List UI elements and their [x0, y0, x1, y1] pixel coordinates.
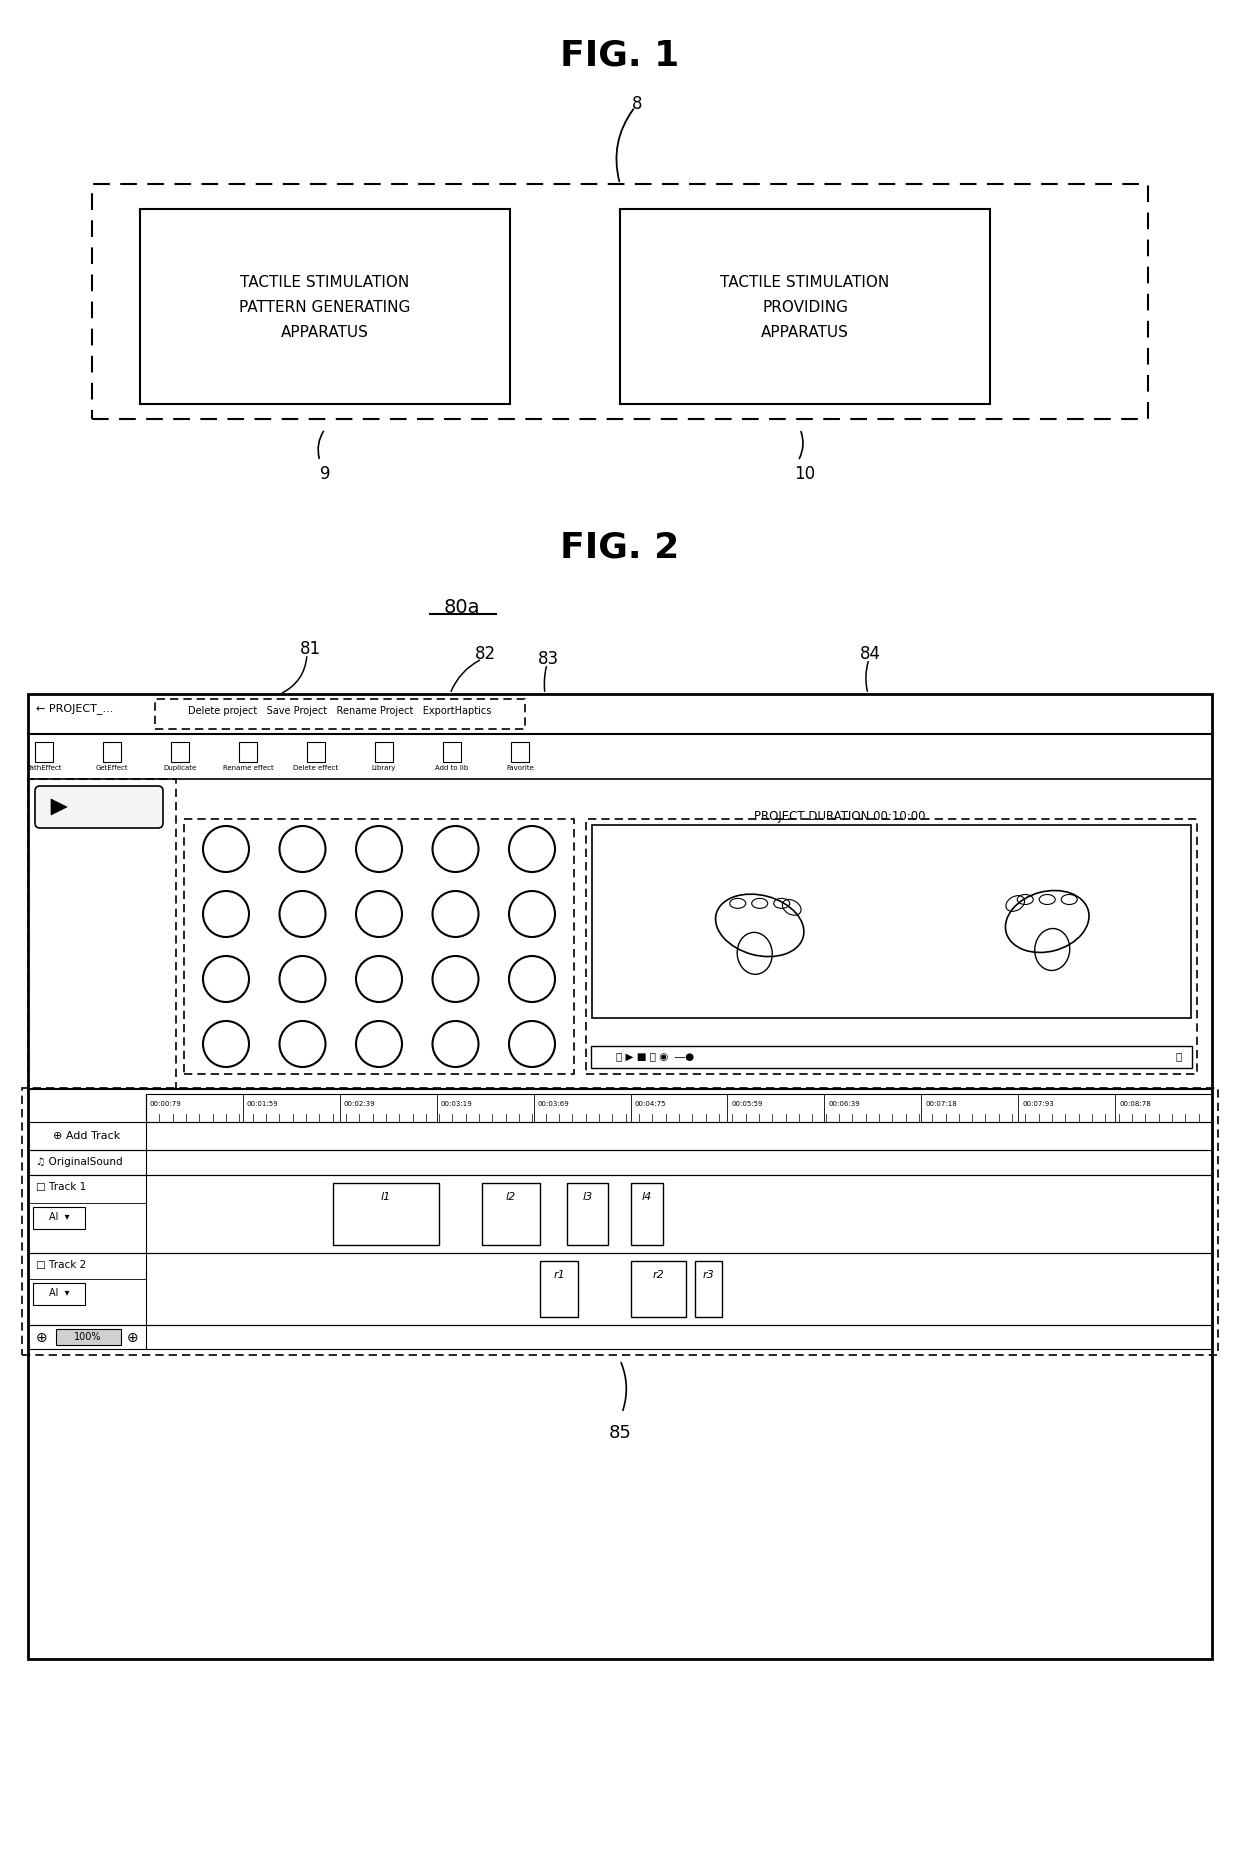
Bar: [541, 1261, 578, 1317]
Text: 100%: 100%: [74, 1332, 102, 1341]
Text: 00:01:59: 00:01:59: [247, 1100, 279, 1106]
Bar: [239, 742, 257, 762]
Text: 10: 10: [795, 466, 816, 482]
Text: l3: l3: [583, 1191, 593, 1202]
Text: ⊕ Add Track: ⊕ Add Track: [53, 1130, 120, 1141]
Text: PROJECT DURATION 00:10:00: PROJECT DURATION 00:10:00: [754, 809, 926, 822]
Text: 00:02:39: 00:02:39: [343, 1100, 376, 1106]
Text: 00:03:19: 00:03:19: [440, 1100, 472, 1106]
Polygon shape: [51, 800, 67, 816]
Text: □ Track 1: □ Track 1: [36, 1182, 87, 1191]
Text: FIG. 2: FIG. 2: [560, 531, 680, 564]
Text: Rename effect: Rename effect: [223, 764, 273, 770]
Bar: [184, 820, 574, 1074]
Text: Add to lib: Add to lib: [435, 764, 469, 770]
Text: Al  ▾: Al ▾: [48, 1211, 69, 1221]
Text: Al  ▾: Al ▾: [48, 1287, 69, 1297]
Text: TACTILE STIMULATION
PROVIDING
APPARATUS: TACTILE STIMULATION PROVIDING APPARATUS: [720, 275, 889, 339]
Bar: [591, 1046, 1192, 1068]
Text: 85: 85: [609, 1423, 631, 1441]
Text: Favorite: Favorite: [506, 764, 534, 770]
Bar: [29, 1254, 1211, 1324]
Text: Library: Library: [372, 764, 397, 770]
Bar: [103, 742, 122, 762]
Text: 80a: 80a: [444, 597, 480, 616]
Text: 00:07:93: 00:07:93: [1022, 1100, 1054, 1106]
Bar: [591, 825, 1190, 1018]
Bar: [29, 1324, 1211, 1349]
Text: PathEffect: PathEffect: [26, 764, 62, 770]
Bar: [29, 1122, 1211, 1150]
Bar: [631, 1183, 663, 1245]
Bar: [694, 1261, 722, 1317]
Bar: [482, 1183, 541, 1245]
Bar: [22, 1089, 1218, 1356]
Text: Duplicate: Duplicate: [164, 764, 197, 770]
Text: 82: 82: [475, 646, 496, 662]
Text: Delete project   Save Project   Rename Project   ExportHaptics: Delete project Save Project Rename Proje…: [188, 705, 492, 716]
Bar: [155, 699, 525, 729]
Text: 00:04:75: 00:04:75: [635, 1100, 666, 1106]
Text: 00:00:79: 00:00:79: [150, 1100, 182, 1106]
Text: 00:07:18: 00:07:18: [925, 1100, 957, 1106]
Bar: [146, 1094, 1211, 1122]
Bar: [308, 742, 325, 762]
Text: ♫ OriginalSound: ♫ OriginalSound: [36, 1156, 123, 1167]
Bar: [92, 186, 1148, 419]
Text: l4: l4: [642, 1191, 652, 1202]
Bar: [29, 1176, 1211, 1254]
Text: ← PROJECT_...: ← PROJECT_...: [36, 703, 113, 714]
Text: ⏮ ▶ ■ ⏭ ◉  ―●: ⏮ ▶ ■ ⏭ ◉ ―●: [616, 1050, 694, 1061]
Bar: [33, 1284, 86, 1306]
Text: 00:08:78: 00:08:78: [1118, 1100, 1151, 1106]
Text: r1: r1: [553, 1269, 565, 1280]
Text: FIG. 1: FIG. 1: [560, 37, 680, 72]
Text: l1: l1: [381, 1191, 391, 1202]
Text: ⛶: ⛶: [1176, 1050, 1182, 1061]
Text: 00:06:39: 00:06:39: [828, 1100, 861, 1106]
Text: l2: l2: [506, 1191, 516, 1202]
Text: Delete effect: Delete effect: [294, 764, 339, 770]
Text: 8: 8: [631, 95, 642, 113]
Bar: [29, 1150, 1211, 1176]
Text: 84: 84: [859, 646, 880, 662]
Bar: [587, 820, 1197, 1074]
Bar: [171, 742, 188, 762]
FancyBboxPatch shape: [35, 787, 162, 829]
Bar: [620, 210, 990, 404]
Bar: [374, 742, 393, 762]
Bar: [29, 694, 1211, 1658]
Bar: [140, 210, 510, 404]
Bar: [56, 1330, 122, 1345]
Text: □ Track 2: □ Track 2: [36, 1260, 87, 1269]
Text: 83: 83: [537, 649, 558, 668]
Text: ⊕: ⊕: [128, 1330, 139, 1345]
Text: 9: 9: [320, 466, 330, 482]
Bar: [29, 779, 176, 1089]
Bar: [511, 742, 529, 762]
Bar: [35, 742, 53, 762]
Bar: [33, 1208, 86, 1230]
Text: 00:03:69: 00:03:69: [538, 1100, 569, 1106]
Bar: [631, 1261, 687, 1317]
Text: r3: r3: [702, 1269, 714, 1280]
Bar: [443, 742, 461, 762]
Text: r2: r2: [653, 1269, 665, 1280]
Text: TACTILE STIMULATION
PATTERN GENERATING
APPARATUS: TACTILE STIMULATION PATTERN GENERATING A…: [239, 275, 410, 339]
Bar: [332, 1183, 439, 1245]
Text: ⊕: ⊕: [36, 1330, 48, 1345]
Text: GetEffect: GetEffect: [95, 764, 128, 770]
Bar: [567, 1183, 608, 1245]
Text: 81: 81: [299, 640, 321, 659]
Text: 00:05:59: 00:05:59: [732, 1100, 763, 1106]
